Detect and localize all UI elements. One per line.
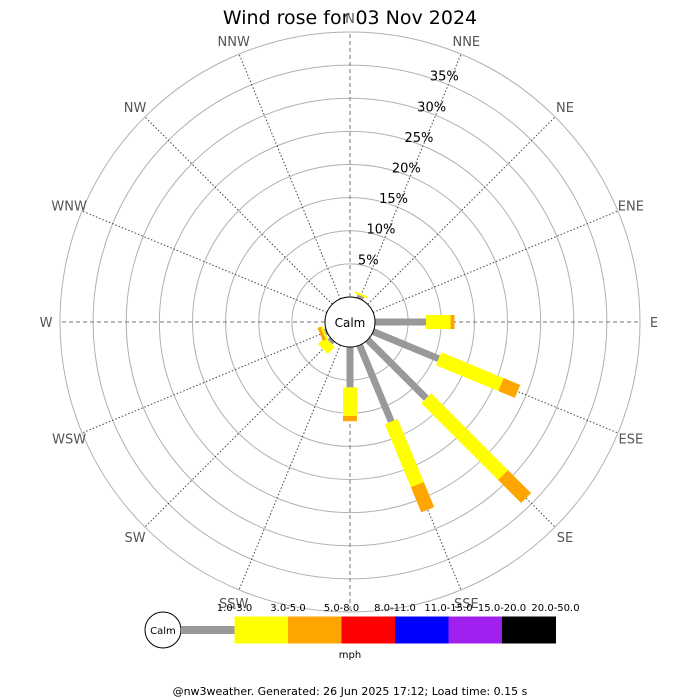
direction-label: E (650, 316, 658, 331)
direction-label: NNW (218, 35, 250, 50)
legend-label: 5.0-8.0 (324, 603, 359, 614)
wind-bar-segment (410, 482, 435, 513)
legend-swatch (341, 616, 396, 644)
grid-spoke (372, 210, 619, 313)
direction-label: NW (124, 101, 147, 116)
radial-tick-label: 35% (430, 70, 459, 85)
direction-label: ESE (619, 432, 644, 447)
chart-title: Wind rose for 03 Nov 2024 (223, 7, 477, 29)
legend-swatch (288, 616, 342, 644)
grid-spoke (359, 53, 462, 300)
legend-swatch (502, 616, 556, 644)
wind-bar-segment (320, 325, 328, 340)
direction-label: N (345, 12, 355, 27)
wind-bar-segment (356, 294, 365, 301)
wind-bar-segment (327, 337, 335, 345)
legend-swatch (234, 616, 289, 644)
radial-tick-label: 5% (358, 253, 379, 268)
wind-bar-segment (343, 415, 357, 422)
calm-center: Calm (324, 296, 376, 348)
grid-spoke (81, 210, 328, 313)
grid-ring (59, 31, 641, 613)
radial-tick-label: 30% (417, 100, 446, 115)
grid-spoke (238, 344, 341, 591)
legend-label: 3.0-5.0 (270, 603, 305, 614)
wind-bar-segment (384, 418, 424, 488)
wind-bar-segment (375, 318, 426, 326)
grid-spoke (359, 344, 462, 591)
direction-label: SE (557, 531, 573, 546)
speed-legend: Calm 1.0-3.0 3.0-5.0 5.0-8.0 8.0-11.0 11.0-15… (144, 603, 580, 649)
grid-spoke (144, 339, 333, 528)
direction-label: NE (556, 101, 574, 116)
wind-bar-segment (371, 328, 440, 362)
direction-label: WSW (52, 432, 86, 447)
wind-bar-segment (450, 315, 455, 329)
radial-tick-label: 15% (379, 192, 408, 207)
radial-tick-label: 25% (404, 131, 433, 146)
direction-label: W (40, 316, 53, 331)
wind-bar-segment (343, 387, 357, 416)
calm-circle (324, 296, 376, 348)
direction-label: SW (124, 531, 145, 546)
grid-spoke (81, 331, 328, 434)
footer-text: @nw3weather. Generated: 26 Jun 2025 17:1… (173, 685, 528, 698)
wind-bar-segment (421, 393, 508, 480)
legend-calm-label: Calm (150, 626, 176, 637)
wind-bar-segment (346, 347, 354, 388)
wind-bar-segment (498, 470, 531, 503)
wind-bar-segment (498, 378, 521, 398)
wind-bar-segment (365, 337, 429, 401)
grid-spoke (367, 116, 556, 305)
polar-grid: NNNENEENEEESESESSESSSWSWWSWWWNWNWNNW (40, 12, 659, 635)
direction-label: SSW (219, 597, 249, 612)
wind-bars (317, 291, 531, 513)
legend-label: 8.0-11.0 (374, 603, 416, 614)
grid-spoke (144, 116, 333, 305)
wind-bar-segment (356, 343, 395, 423)
wind-bar-segment (317, 326, 326, 341)
wind-bar-segment (426, 315, 451, 329)
grid-ring (158, 130, 542, 514)
radial-tick-label: 10% (366, 223, 395, 238)
legend-swatch (448, 616, 503, 644)
legend-swatch (181, 626, 235, 634)
wind-bar-segment (435, 352, 504, 391)
wind-bar-segment (318, 337, 335, 354)
radial-tick-labels: 5% 10% 15% 20% 25% 30% 35% (358, 70, 459, 269)
radial-tick-label: 20% (392, 161, 421, 176)
direction-label: SSE (454, 597, 479, 612)
direction-label: NNE (452, 35, 480, 50)
direction-label: WNW (51, 200, 87, 215)
wind-bar-segment (354, 291, 369, 299)
legend-swatch (395, 616, 449, 644)
legend-label: 20.0-50.0 (531, 603, 579, 614)
grid-spoke (238, 53, 341, 300)
calm-label: Calm (335, 316, 366, 330)
legend-label: 1.0-3.0 (217, 603, 252, 614)
grid-spoke (372, 331, 619, 434)
wind-bar-segment (323, 328, 329, 336)
legend-label: 11.0-15.0 (424, 603, 472, 614)
direction-label: ENE (618, 200, 644, 215)
legend-label: 15.0-20.0 (478, 603, 526, 614)
grid-ring (192, 164, 508, 480)
legend-units: mph (339, 650, 361, 661)
